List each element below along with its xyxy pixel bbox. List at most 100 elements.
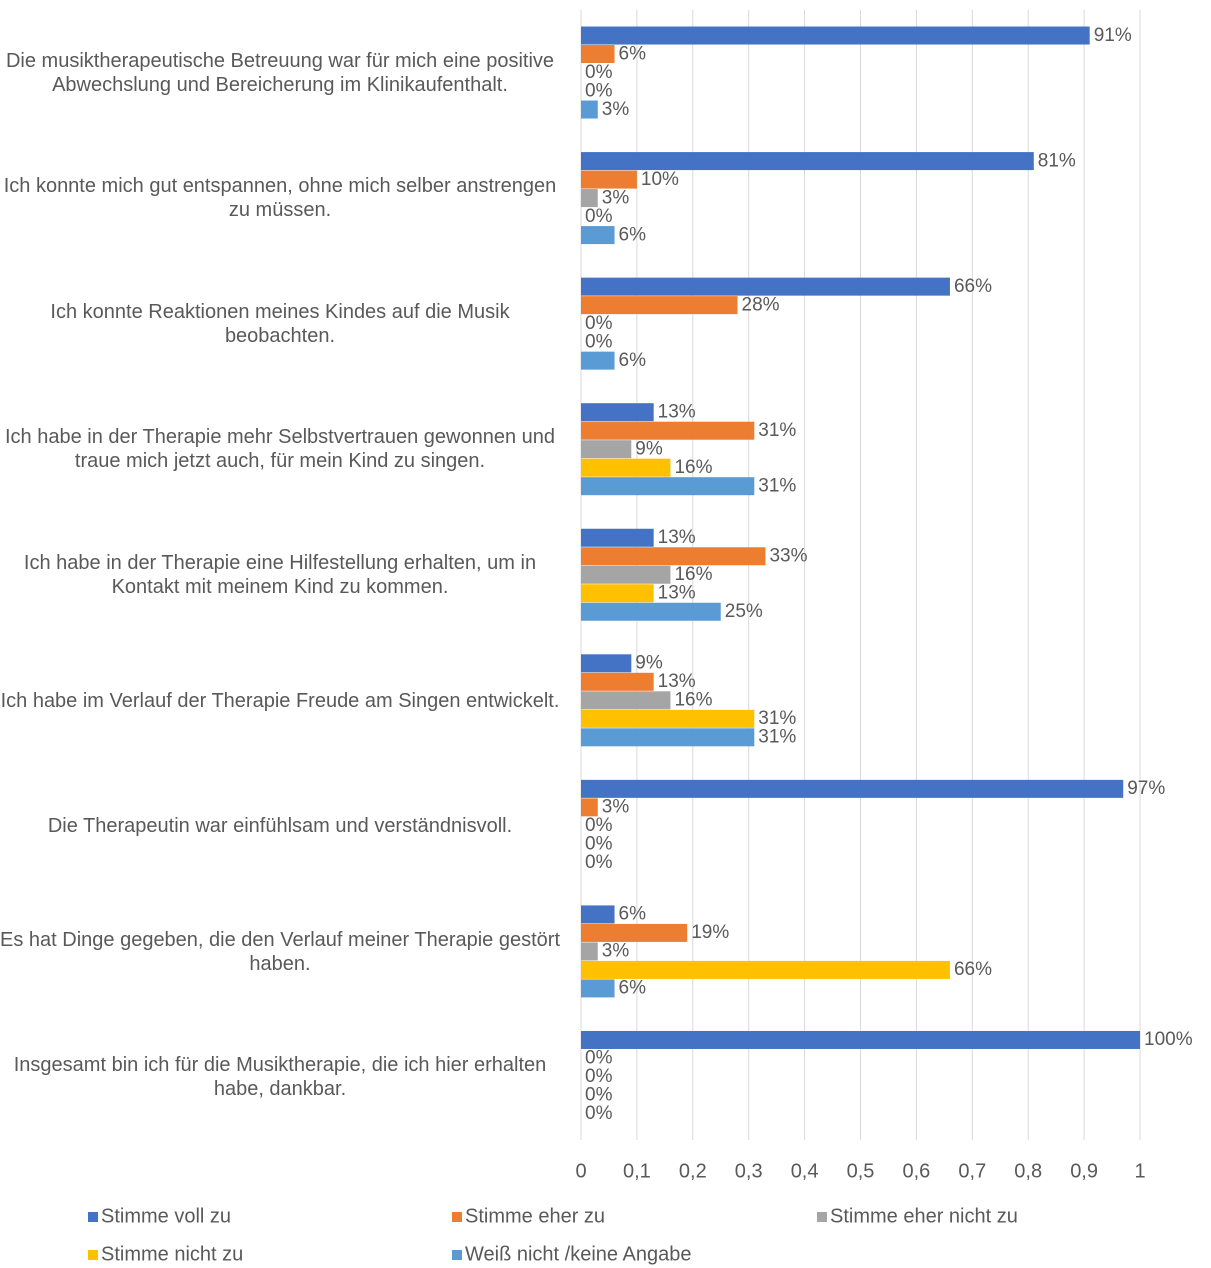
value-label: 31% (758, 475, 796, 496)
bar (581, 189, 598, 208)
legend-swatch (88, 1250, 98, 1260)
value-label: 13% (658, 583, 696, 604)
value-label: 3% (602, 797, 630, 818)
value-label: 3% (602, 99, 630, 120)
value-label: 13% (658, 401, 696, 422)
category-label: Ich konnte Reaktionen meines Kindes auf … (50, 300, 510, 347)
bar (581, 226, 615, 245)
x-tick-label: 0,4 (791, 1160, 819, 1182)
bar (581, 528, 654, 547)
value-label: 6% (619, 224, 647, 245)
bar (581, 277, 950, 296)
x-tick-label: 0,8 (1014, 1160, 1042, 1182)
category-label: Ich habe in der Therapie mehr Selbstvert… (5, 426, 555, 473)
bar (581, 296, 738, 315)
value-label: 66% (954, 276, 992, 297)
value-label: 0% (585, 834, 613, 855)
category-label: Ich habe in der Therapie eine Hilfestell… (23, 551, 537, 598)
category-label: Die musiktherapeutische Betreuung war fü… (5, 49, 555, 96)
x-tick-label: 0,7 (958, 1160, 986, 1182)
value-label: 28% (742, 294, 780, 315)
bar (581, 584, 654, 603)
bar (581, 672, 654, 691)
value-label: 0% (585, 62, 613, 83)
legend-swatch (88, 1212, 98, 1222)
bar (581, 728, 755, 747)
value-label: 97% (1127, 778, 1165, 799)
bar (581, 798, 598, 817)
category-label: Ich konnte mich gut entspannen, ohne mic… (3, 175, 557, 222)
legend-label: Stimme eher nicht zu (830, 1205, 1018, 1227)
value-label: 0% (585, 206, 613, 227)
bar (581, 170, 637, 189)
bar (581, 1030, 1140, 1049)
value-label: 9% (635, 653, 663, 674)
value-label: 6% (619, 904, 647, 925)
value-label: 6% (619, 350, 647, 371)
value-label: 6% (619, 978, 647, 999)
value-label: 0% (585, 1048, 613, 1069)
bar (581, 26, 1090, 45)
value-label: 19% (691, 922, 729, 943)
x-tick-label: 0,2 (679, 1160, 707, 1182)
value-label: 13% (658, 671, 696, 692)
value-label: 0% (585, 1103, 613, 1124)
bar (581, 152, 1034, 171)
bar (581, 100, 598, 119)
bar (581, 923, 688, 942)
value-label: 33% (769, 546, 807, 567)
legend-label: Stimme eher zu (465, 1205, 605, 1227)
category-label: Die Therapeutin war einfühlsam und verst… (47, 815, 513, 838)
bar (581, 979, 615, 998)
value-label: 3% (602, 187, 630, 208)
bar (581, 458, 671, 477)
legend-swatch (817, 1212, 827, 1222)
bar (581, 421, 755, 440)
value-label: 31% (758, 420, 796, 441)
bar (581, 779, 1124, 798)
bar (581, 709, 755, 728)
value-label: 6% (619, 43, 647, 64)
value-label: 66% (954, 959, 992, 980)
bar (581, 602, 721, 621)
value-label: 100% (1144, 1029, 1193, 1050)
value-label: 0% (585, 815, 613, 836)
legend-label: Stimme nicht zu (101, 1243, 243, 1265)
x-tick-label: 0,9 (1070, 1160, 1098, 1182)
category-label: Ich habe im Verlauf der Therapie Freude … (0, 689, 560, 712)
value-label: 9% (635, 438, 663, 459)
bar (581, 547, 766, 566)
value-label: 0% (585, 1066, 613, 1087)
bar (581, 477, 755, 496)
x-tick-label: 1 (1134, 1160, 1145, 1182)
bar (581, 403, 654, 422)
x-tick-label: 0,5 (847, 1160, 875, 1182)
bar (581, 351, 615, 370)
x-tick-label: 0,1 (623, 1160, 651, 1182)
x-tick-label: 0 (575, 1160, 586, 1182)
value-label: 81% (1038, 150, 1076, 171)
bar (581, 691, 671, 710)
bar (581, 45, 615, 64)
legend-swatch (452, 1250, 462, 1260)
bar (581, 942, 598, 961)
value-label: 0% (585, 80, 613, 101)
value-label: 10% (641, 169, 679, 190)
value-label: 16% (674, 690, 712, 711)
bar (581, 654, 632, 673)
value-label: 0% (585, 852, 613, 873)
x-tick-label: 0,3 (735, 1160, 763, 1182)
value-label: 31% (758, 727, 796, 748)
value-label: 3% (602, 941, 630, 962)
value-label: 0% (585, 331, 613, 352)
category-label: Insgesamt bin ich für die Musiktherapie,… (13, 1054, 547, 1101)
legend-label: Stimme voll zu (101, 1205, 231, 1227)
value-label: 0% (585, 1085, 613, 1106)
x-tick-label: 0,6 (902, 1160, 930, 1182)
value-label: 13% (658, 527, 696, 548)
value-label: 31% (758, 708, 796, 729)
bar (581, 440, 632, 459)
value-label: 0% (585, 313, 613, 334)
